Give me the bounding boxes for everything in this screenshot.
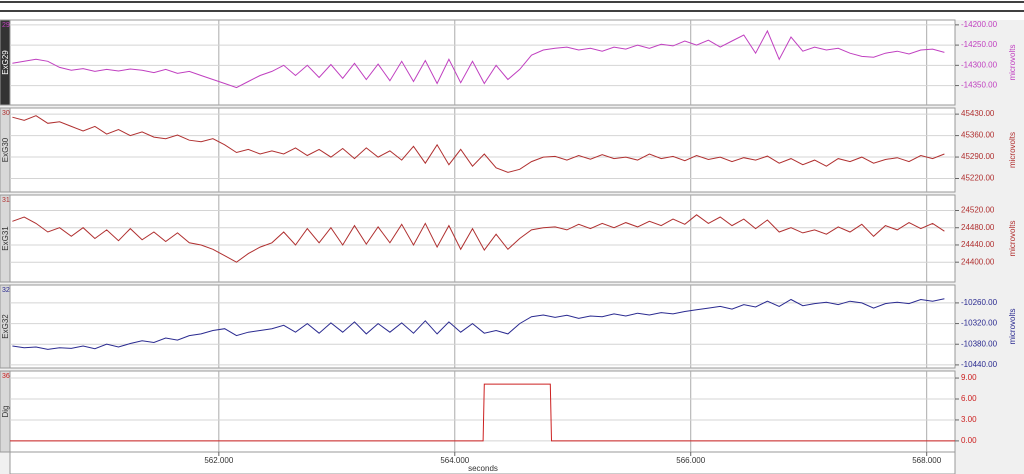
y-axis-label: microvolts bbox=[1008, 44, 1017, 80]
trace bbox=[12, 298, 945, 350]
plot-area bbox=[9, 284, 956, 369]
x-axis-label: seconds bbox=[468, 464, 498, 473]
trace bbox=[12, 29, 945, 89]
channel-number: 36 bbox=[2, 373, 10, 380]
trace bbox=[12, 214, 945, 263]
x-tick-label: 568.000 bbox=[912, 456, 941, 465]
y-tick-label: 45220.00 bbox=[961, 174, 995, 183]
channel-tab bbox=[0, 107, 11, 193]
y-tick-label: 24440.00 bbox=[961, 240, 995, 249]
plot-area bbox=[9, 370, 956, 453]
y-tick-label: -10320.00 bbox=[961, 319, 998, 328]
trace bbox=[10, 383, 955, 442]
x-tick-label: 566.000 bbox=[676, 456, 705, 465]
channel-number: 30 bbox=[2, 110, 10, 117]
channel-number: 29 bbox=[2, 22, 10, 29]
y-tick-label: 24400.00 bbox=[961, 257, 995, 266]
channel-name: ExG29 bbox=[1, 50, 10, 75]
y-tick-label: 45360.00 bbox=[961, 131, 995, 140]
y-axis-label: microvolts bbox=[1008, 132, 1017, 168]
channel-tab bbox=[0, 19, 11, 106]
top-bar bbox=[0, 0, 1024, 20]
channel-tab bbox=[0, 370, 11, 453]
y-axis-label: microvolts bbox=[1008, 220, 1017, 256]
plot-area bbox=[9, 19, 956, 106]
y-tick-label: -14200.00 bbox=[961, 20, 998, 29]
channel-number: 32 bbox=[2, 287, 10, 294]
channel-name: Dig bbox=[1, 405, 10, 417]
y-tick-label: 9.00 bbox=[961, 373, 977, 382]
x-axis-area bbox=[9, 451, 956, 474]
y-tick-label: 24520.00 bbox=[961, 206, 995, 215]
y-tick-label: -14350.00 bbox=[961, 81, 998, 90]
channel-name: ExG31 bbox=[1, 226, 10, 251]
y-tick-label: 24480.00 bbox=[961, 223, 995, 232]
y-tick-label: -14300.00 bbox=[961, 60, 998, 69]
y-tick-label: 0.00 bbox=[961, 436, 977, 445]
y-tick-label: -10440.00 bbox=[961, 360, 998, 369]
y-tick-label: 45430.00 bbox=[961, 109, 995, 118]
y-tick-label: 6.00 bbox=[961, 394, 977, 403]
y-tick-label: 3.00 bbox=[961, 415, 977, 424]
y-tick-label: -10260.00 bbox=[961, 298, 998, 307]
y-axis-label: microvolts bbox=[1008, 308, 1017, 344]
channel-number: 31 bbox=[2, 197, 10, 204]
channel-name: ExG32 bbox=[1, 314, 10, 339]
x-tick-label: 564.000 bbox=[440, 456, 469, 465]
trace bbox=[12, 115, 945, 173]
y-tick-label: -10380.00 bbox=[961, 339, 998, 348]
channel-tab bbox=[0, 284, 11, 369]
y-tick-label: -14250.00 bbox=[961, 40, 998, 49]
channel-name: ExG30 bbox=[1, 137, 10, 162]
plot-area bbox=[9, 107, 956, 193]
y-tick-label: 45290.00 bbox=[961, 152, 995, 161]
channel-tab bbox=[0, 194, 11, 283]
plot-area bbox=[9, 194, 956, 283]
x-tick-label: 562.000 bbox=[204, 456, 233, 465]
